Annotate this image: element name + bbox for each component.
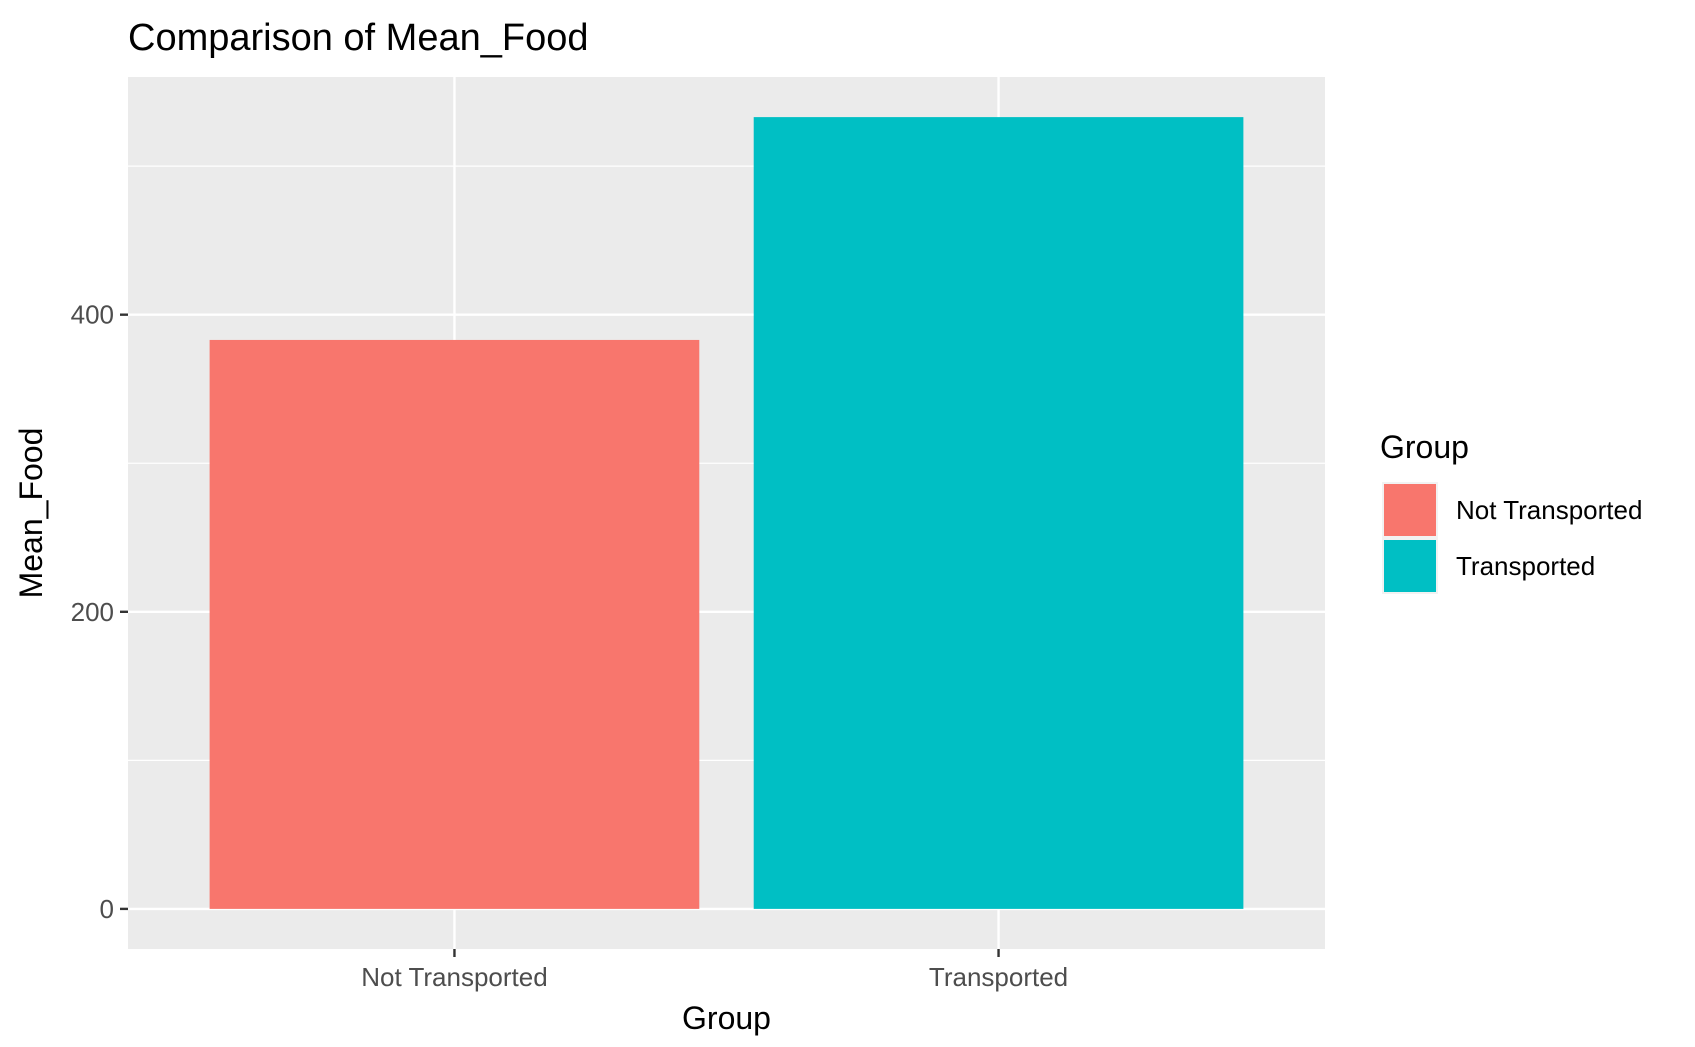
legend-label: Not Transported [1456, 495, 1642, 525]
y-tick-label: 0 [100, 894, 114, 924]
legend-label: Transported [1456, 551, 1595, 581]
legend-key [1384, 540, 1436, 592]
x-axis: Not Transported Transported [361, 949, 1068, 992]
chart-title: Comparison of Mean_Food [128, 17, 588, 59]
y-tick-label: 200 [71, 597, 114, 627]
legend-title: Group [1380, 429, 1469, 465]
x-axis-title: Group [682, 1000, 771, 1036]
x-tick-label: Transported [929, 962, 1068, 992]
bar [753, 117, 1244, 909]
legend-key [1384, 484, 1436, 536]
y-axis: 0 200 400 [71, 300, 128, 924]
bar [209, 339, 700, 909]
bars [209, 117, 1244, 909]
y-axis-title: Mean_Food [13, 428, 49, 599]
x-tick-label: Not Transported [361, 962, 547, 992]
legend: Group Not Transported Transported [1380, 429, 1642, 594]
y-tick-label: 400 [71, 300, 114, 330]
